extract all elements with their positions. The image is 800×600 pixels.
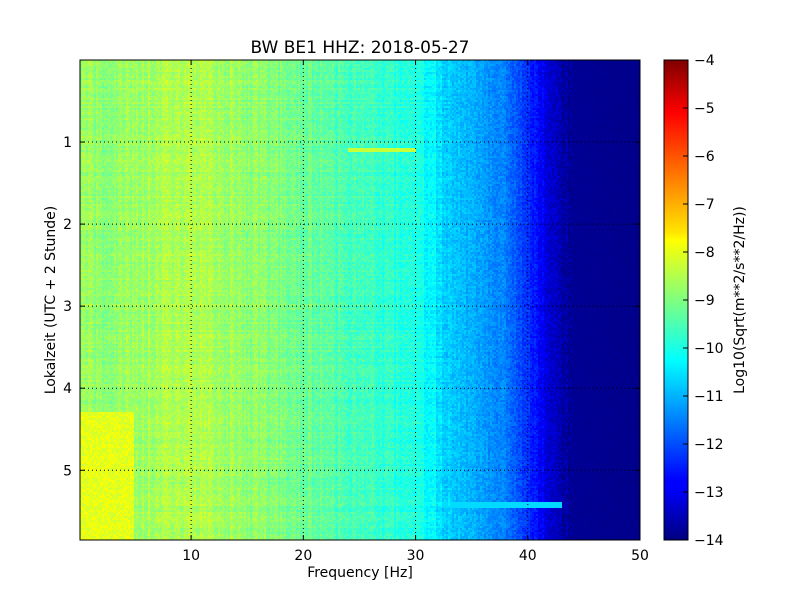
x-axis-label: Frequency [Hz]: [307, 565, 413, 581]
colorbar-tick-label: −6: [694, 149, 715, 165]
y-tick-label: 1: [63, 135, 72, 151]
x-tick-label: 50: [631, 548, 649, 564]
colorbar-tick-label: −14: [694, 533, 724, 549]
colorbar-tick-label: −9: [694, 293, 715, 309]
colorbar-tick-label: −12: [694, 437, 724, 453]
x-tick-label: 20: [294, 548, 312, 564]
x-tick-label: 10: [182, 548, 200, 564]
y-tick-label: 4: [63, 381, 72, 397]
x-axis: 10 20 30 40 50: [182, 60, 649, 564]
y-axis: 1 2 3 4 5: [63, 135, 640, 479]
colorbar-tick-label: −5: [694, 101, 715, 117]
colorbar-axis: −4 −5 −6 −7 −8 −9 −10 −11 −12 −13 −14: [683, 53, 724, 549]
y-axis-label: Lokalzeit (UTC + 2 Stunde): [43, 206, 59, 395]
colorbar-tick-label: −8: [694, 245, 715, 261]
colorbar-tick-label: −4: [694, 53, 715, 69]
y-tick-label: 3: [63, 299, 72, 315]
colorbar-tick-label: −13: [694, 485, 724, 501]
colorbar-label: Log10(Sqrt(m**2/s**2/Hz)): [732, 206, 748, 394]
colorbar-tick-label: −11: [694, 389, 724, 405]
spectrogram-image: [80, 60, 640, 540]
colorbar-tick-label: −7: [694, 197, 715, 213]
spectrogram-heatmap: [80, 60, 640, 540]
x-tick-label: 40: [519, 548, 537, 564]
plot-frame: [79, 59, 641, 541]
chart-title: BW BE1 HHZ: 2018-05-27: [250, 38, 469, 58]
colorbar: [663, 59, 689, 541]
y-tick-label: 5: [63, 463, 72, 479]
x-tick-label: 30: [407, 548, 425, 564]
y-tick-label: 2: [63, 217, 72, 233]
colorbar-tick-label: −10: [694, 341, 724, 357]
